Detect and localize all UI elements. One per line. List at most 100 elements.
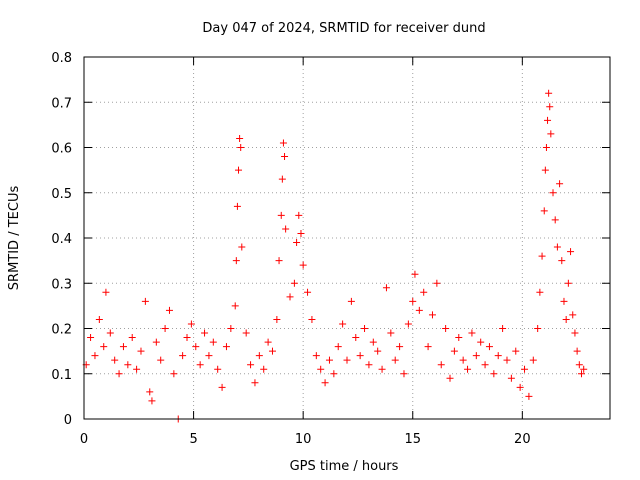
data-point <box>374 347 382 355</box>
data-point <box>546 103 554 111</box>
data-point <box>87 334 95 342</box>
data-point <box>238 243 246 251</box>
y-tick-label: 0.8 <box>51 51 72 66</box>
data-point <box>106 329 114 337</box>
data-point <box>170 370 178 378</box>
data-point <box>437 361 445 369</box>
data-point <box>299 261 307 269</box>
data-point <box>567 248 575 256</box>
data-point <box>137 347 145 355</box>
data-point <box>529 356 537 364</box>
data-point <box>575 361 583 369</box>
data-point <box>205 352 213 360</box>
data-point <box>273 315 281 323</box>
data-point <box>442 325 450 332</box>
data-point <box>141 297 149 305</box>
data-point <box>297 229 305 237</box>
data-point <box>578 370 586 378</box>
data-point <box>512 347 520 355</box>
data-point <box>499 325 507 332</box>
data-point <box>196 361 204 369</box>
data-point <box>268 347 276 355</box>
data-point <box>214 365 222 373</box>
data-point <box>222 343 230 351</box>
data-point <box>187 320 195 328</box>
data-point <box>562 315 570 323</box>
x-tick-label: 5 <box>189 432 197 447</box>
data-point <box>391 356 399 364</box>
data-point <box>387 329 395 337</box>
data-point <box>264 338 272 346</box>
data-point <box>556 180 564 188</box>
data-point <box>490 370 498 378</box>
data-point <box>459 356 467 364</box>
data-point <box>564 279 572 287</box>
data-point <box>133 365 141 373</box>
data-point <box>231 302 239 310</box>
data-point <box>312 352 320 360</box>
data-point <box>569 311 577 319</box>
data-point <box>485 343 493 351</box>
data-point <box>161 325 169 332</box>
data-point <box>516 383 524 391</box>
data-point <box>428 311 436 319</box>
data-point <box>183 334 191 342</box>
data-point <box>100 343 108 351</box>
data-point <box>521 365 529 373</box>
data-point <box>209 338 217 346</box>
data-point <box>157 356 165 364</box>
data-point <box>201 329 209 337</box>
data-point <box>321 379 329 387</box>
data-point <box>404 320 412 328</box>
data-points <box>82 89 588 423</box>
data-point <box>286 293 294 301</box>
data-point <box>382 284 390 292</box>
data-point <box>409 297 417 305</box>
data-point <box>102 288 110 296</box>
data-point <box>146 388 154 396</box>
x-tick-label: 20 <box>514 432 531 447</box>
data-point <box>411 270 419 278</box>
data-point <box>415 306 423 314</box>
data-point <box>236 134 244 142</box>
data-point <box>464 365 472 373</box>
data-point <box>525 392 533 400</box>
data-point <box>235 166 243 174</box>
data-point <box>549 189 557 197</box>
data-point <box>450 347 458 355</box>
y-tick-label: 0.3 <box>51 277 72 292</box>
data-point <box>242 329 250 337</box>
data-point <box>295 211 303 219</box>
data-point <box>369 338 377 346</box>
data-point <box>343 356 351 364</box>
axis-ticks: 0 0.1 0.2 0.3 0.4 0.5 0.6 0.7 0.8 0 5 10 15 20 <box>51 51 610 447</box>
data-point <box>277 211 285 219</box>
data-point <box>551 216 559 224</box>
data-point <box>251 379 259 387</box>
data-point <box>455 334 463 342</box>
data-point <box>558 257 566 265</box>
data-point <box>124 361 132 369</box>
data-point <box>260 365 268 373</box>
data-point <box>119 343 127 351</box>
data-point <box>573 347 581 355</box>
data-point <box>507 374 515 382</box>
data-point <box>553 243 561 251</box>
data-point <box>148 397 156 405</box>
data-point <box>481 361 489 369</box>
x-axis-label: GPS time / hours <box>290 459 399 474</box>
data-point <box>540 207 548 215</box>
y-tick-label: 0.6 <box>51 142 72 157</box>
data-point <box>281 153 289 161</box>
x-tick-label: 15 <box>404 432 421 447</box>
x-tick-label: 0 <box>80 432 88 447</box>
data-point <box>361 325 369 332</box>
y-tick-label: 0 <box>64 413 72 428</box>
data-point <box>541 166 549 174</box>
data-point <box>378 365 386 373</box>
data-point <box>534 325 542 332</box>
data-point <box>278 175 286 183</box>
data-point <box>536 288 544 296</box>
y-tick-label: 0.5 <box>51 187 72 202</box>
data-point <box>334 343 342 351</box>
